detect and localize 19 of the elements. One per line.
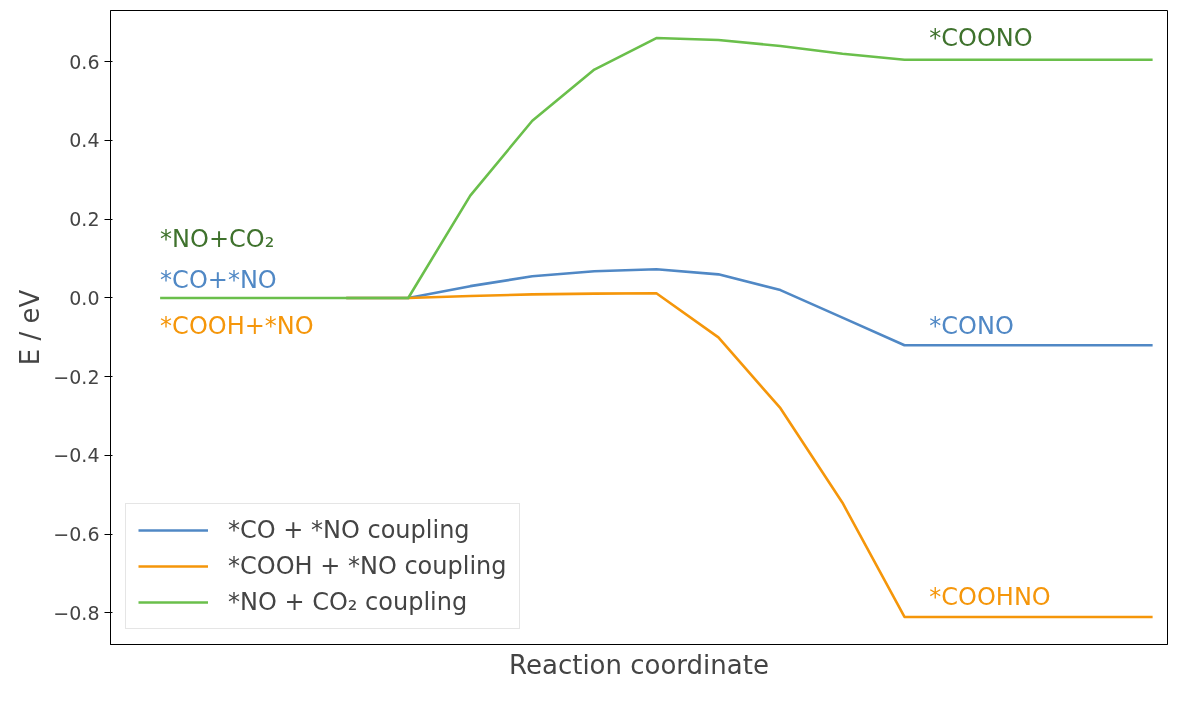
annotation: *COOH+*NO <box>160 311 314 340</box>
y-tick-label: 0.0 <box>69 286 100 309</box>
y-tick-label: −0.6 <box>53 523 100 546</box>
annotation: *COONO <box>929 24 1033 53</box>
y-tick-label: −0.2 <box>53 365 100 388</box>
y-tick-label: 0.2 <box>69 208 100 231</box>
y-tick-label: 0.4 <box>69 129 100 152</box>
annotation: *NO+CO₂ <box>160 224 275 253</box>
y-tick-label: −0.4 <box>53 444 100 467</box>
annotation: *CONO <box>929 311 1014 340</box>
x-axis-title: Reaction coordinate <box>509 649 769 680</box>
annotation: *CO+*NO <box>160 266 277 295</box>
y-tick-label: −0.8 <box>53 602 100 624</box>
legend-label: *COOH + *NO coupling <box>228 552 507 580</box>
y-tick-label: 0.6 <box>69 50 100 73</box>
y-axis-title: E / eV <box>15 289 46 366</box>
legend-label: *CO + *NO coupling <box>228 516 470 544</box>
annotation: *COOHNO <box>929 583 1051 612</box>
legend-label: *NO + CO₂ coupling <box>228 588 468 616</box>
